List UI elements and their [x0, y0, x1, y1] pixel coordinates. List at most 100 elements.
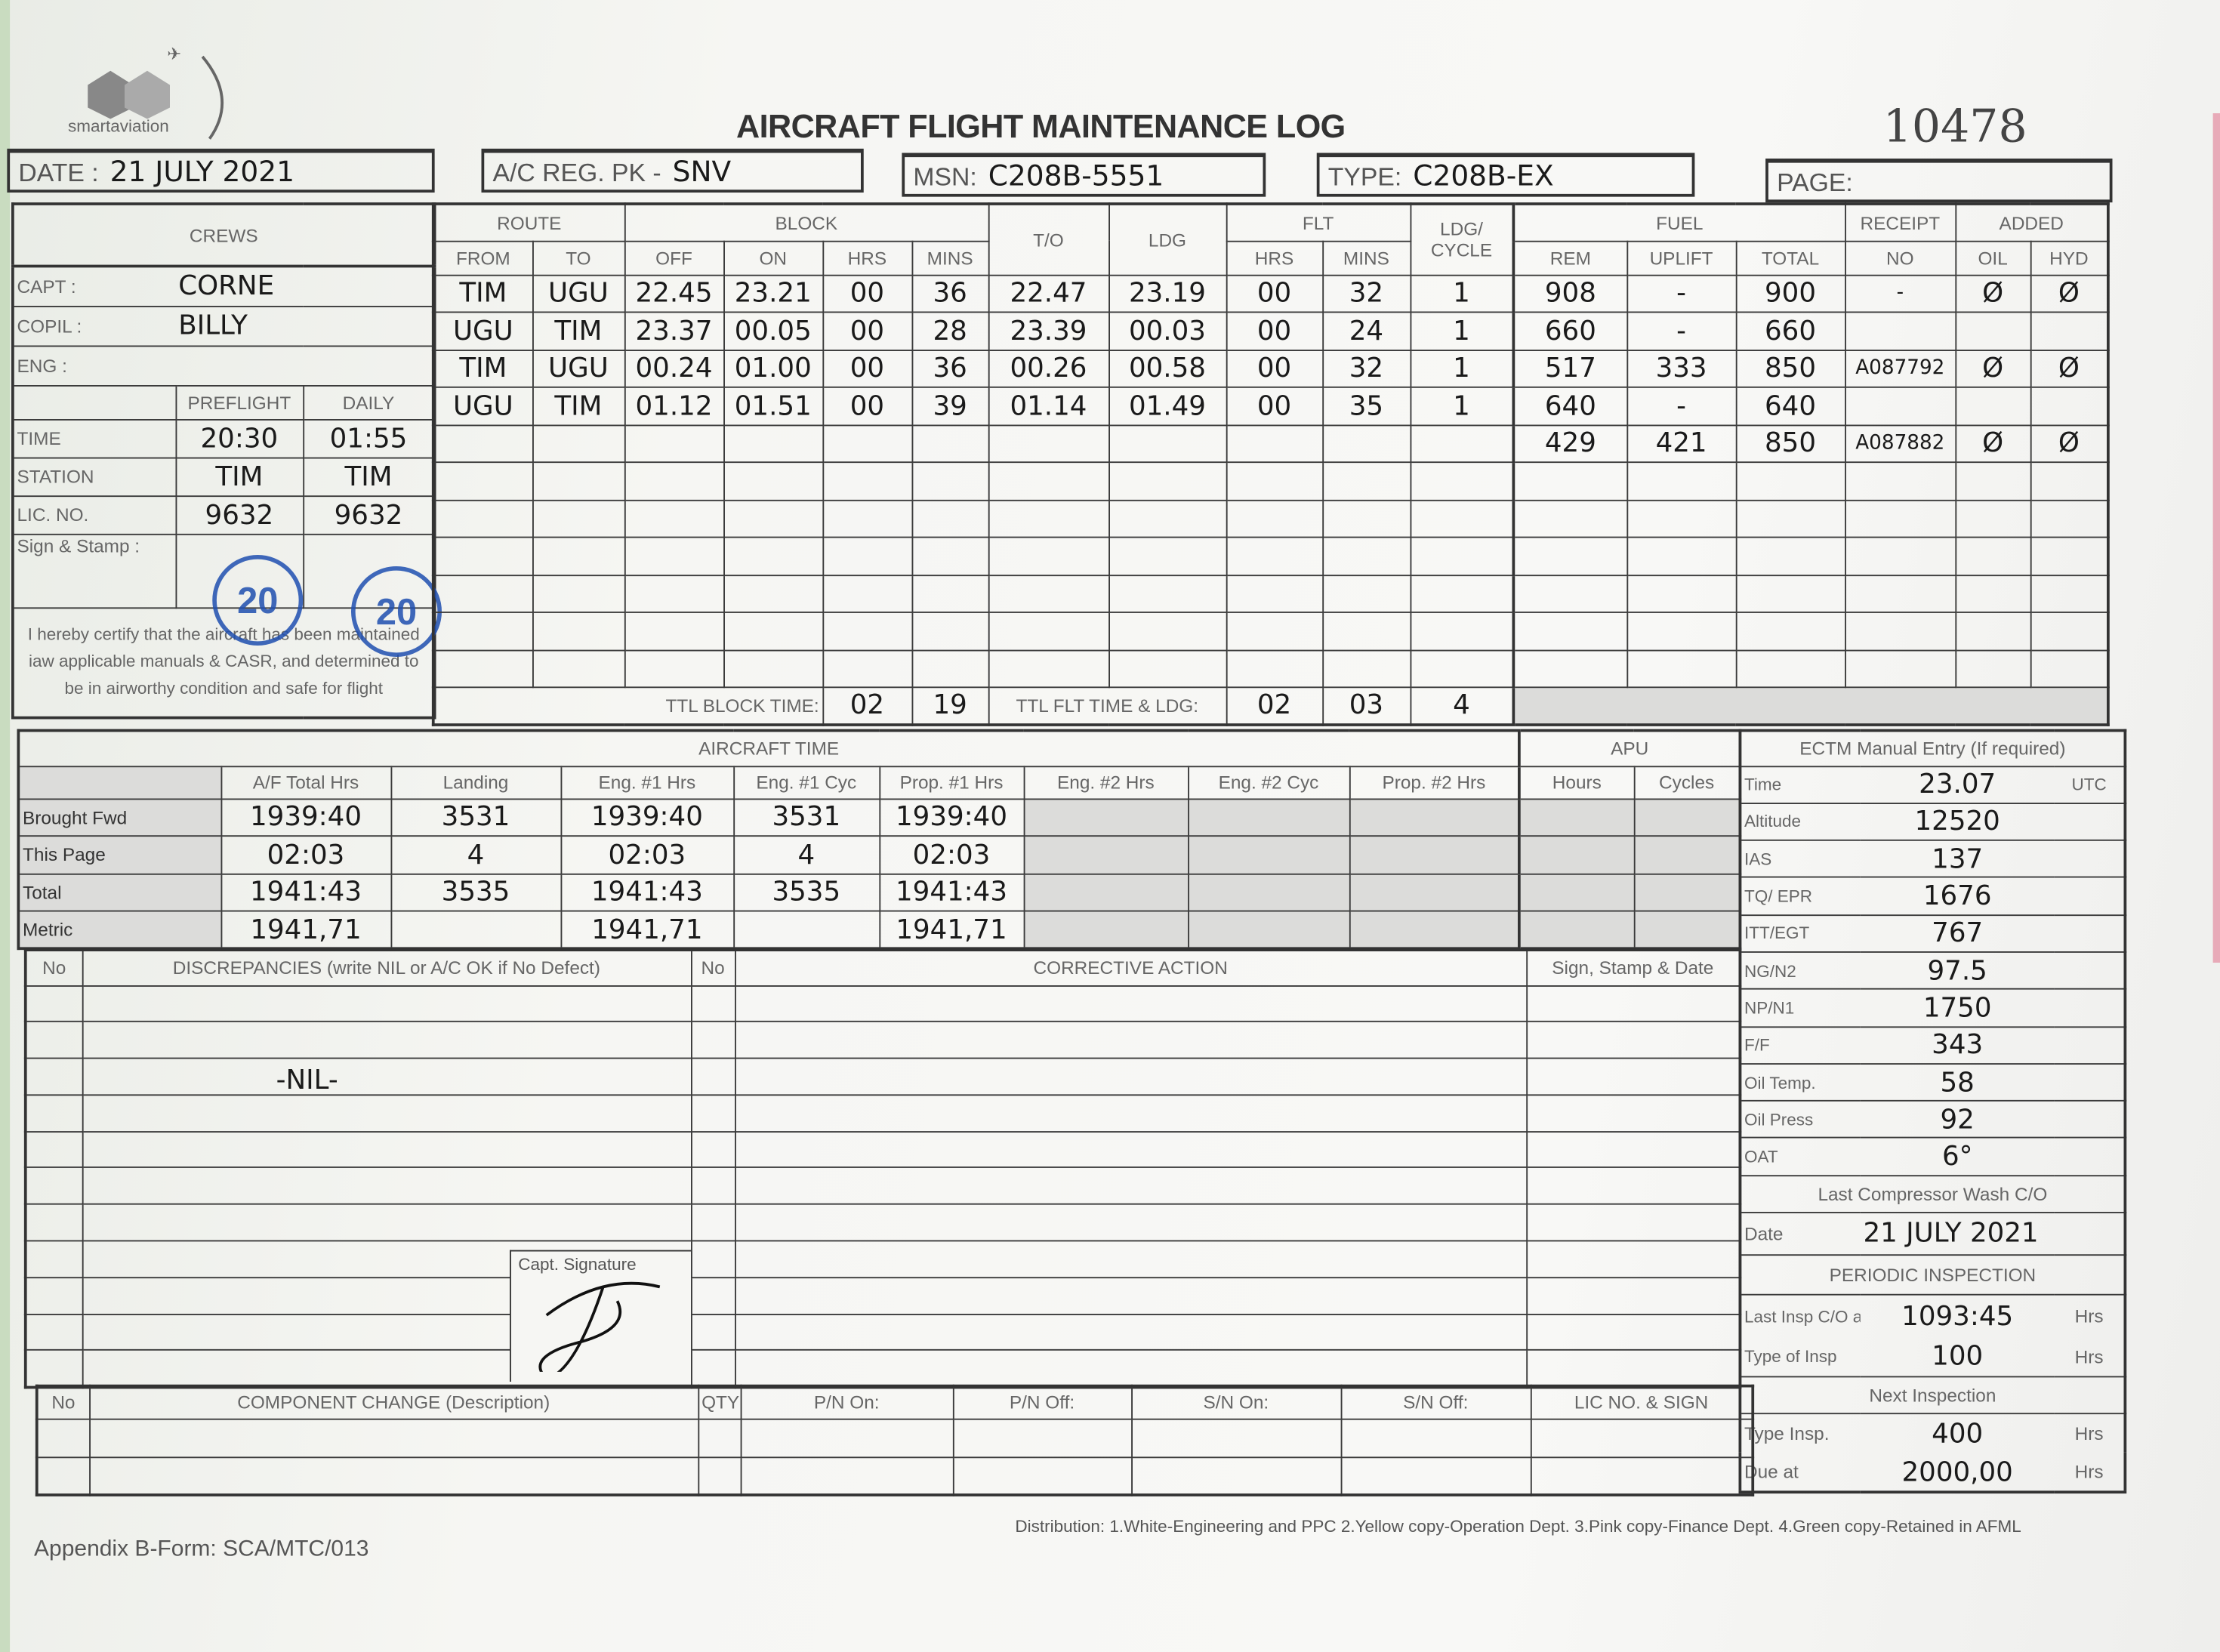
block-hrs-cell[interactable] — [822, 498, 913, 538]
fuel-rem-cell[interactable] — [1512, 498, 1628, 538]
ectm-value[interactable]: 1676 — [1860, 877, 2055, 916]
corrective-cell[interactable] — [734, 1057, 1528, 1096]
ldg-cycle-cell[interactable]: 1 — [1409, 386, 1515, 426]
flt-hrs-cell[interactable] — [1225, 498, 1324, 538]
corr-no-cell[interactable] — [690, 1021, 736, 1059]
aircraft-time-value[interactable] — [1633, 797, 1741, 837]
corrective-cell[interactable] — [734, 1240, 1528, 1278]
to-cell[interactable] — [532, 649, 625, 689]
flt-mins-cell[interactable] — [1321, 498, 1411, 538]
block-off-cell[interactable] — [623, 649, 725, 689]
block-mins-cell[interactable] — [911, 424, 989, 464]
aircraft-time-value[interactable] — [1022, 797, 1189, 837]
type-field[interactable]: TYPE: C208B-EX — [1316, 153, 1695, 197]
block-hrs-cell[interactable]: 00 — [822, 349, 913, 388]
takeoff-cell[interactable] — [987, 574, 1110, 613]
hyd-added-cell[interactable] — [2029, 461, 2109, 501]
aircraft-time-value[interactable] — [1518, 797, 1635, 837]
flt-hrs-cell[interactable] — [1225, 574, 1324, 613]
aircraft-time-value[interactable]: 02:03 — [878, 835, 1025, 874]
flt-mins-cell[interactable]: 32 — [1321, 349, 1411, 388]
msn-field[interactable]: MSN: C208B-5551 — [902, 153, 1266, 197]
hyd-added-cell[interactable] — [2029, 386, 2109, 426]
ldg-cycle-cell[interactable] — [1409, 649, 1515, 689]
from-cell[interactable] — [432, 649, 533, 689]
type-insp-value[interactable]: 100 — [1932, 1340, 1984, 1372]
from-cell[interactable] — [432, 498, 533, 538]
corrective-cell[interactable] — [734, 1313, 1528, 1351]
hyd-added-cell[interactable] — [2029, 311, 2109, 351]
date-field[interactable]: DATE : 21 JULY 2021 — [7, 148, 435, 193]
component-cell[interactable] — [88, 1456, 699, 1496]
reg-field[interactable]: A/C REG. PK - SNV — [481, 148, 864, 193]
corrective-cell[interactable] — [734, 1277, 1528, 1315]
disc-no-cell[interactable] — [24, 1021, 83, 1059]
block-mins-cell[interactable] — [911, 536, 989, 576]
ttl-flt-hrs[interactable]: 02 — [1225, 686, 1324, 725]
page-field[interactable]: PAGE: — [1765, 159, 2113, 203]
receipt-no-cell[interactable] — [1844, 311, 1956, 351]
takeoff-cell[interactable] — [987, 424, 1110, 464]
aircraft-time-value[interactable] — [1348, 910, 1520, 950]
flt-mins-cell[interactable] — [1321, 424, 1411, 464]
to-cell[interactable] — [532, 536, 625, 576]
from-cell[interactable]: TIM — [432, 273, 533, 313]
aircraft-time-value[interactable] — [732, 910, 880, 950]
oil-added-cell[interactable] — [1954, 574, 2031, 613]
hyd-added-cell[interactable] — [2029, 574, 2109, 613]
aircraft-time-value[interactable] — [1187, 872, 1350, 912]
oil-added-cell[interactable] — [1954, 649, 2031, 689]
aircraft-time-value[interactable] — [1022, 835, 1189, 874]
flt-hrs-cell[interactable]: 00 — [1225, 311, 1324, 351]
landing-cell[interactable] — [1108, 536, 1227, 576]
landing-cell[interactable]: 00.58 — [1108, 349, 1227, 388]
to-cell[interactable] — [532, 461, 625, 501]
block-on-cell[interactable]: 01.51 — [723, 386, 824, 426]
block-hrs-cell[interactable]: 00 — [822, 386, 913, 426]
takeoff-cell[interactable] — [987, 536, 1110, 576]
disc-desc-cell[interactable] — [81, 985, 692, 1023]
aircraft-time-value[interactable]: 02:03 — [560, 835, 735, 874]
aircraft-time-value[interactable]: 4 — [390, 835, 562, 874]
to-cell[interactable] — [532, 498, 625, 538]
aircraft-time-value[interactable] — [1022, 910, 1189, 950]
last-insp-value[interactable]: 1093:45 — [1901, 1300, 2014, 1332]
receipt-no-cell[interactable] — [1844, 461, 1956, 501]
from-cell[interactable] — [432, 574, 533, 613]
hyd-added-cell[interactable]: Ø — [2029, 273, 2109, 313]
corr-no-cell[interactable] — [690, 985, 736, 1023]
fuel-rem-cell[interactable] — [1512, 612, 1628, 651]
aircraft-time-value[interactable] — [1022, 872, 1189, 912]
aircraft-time-value[interactable] — [1518, 910, 1635, 950]
preflight-value[interactable]: 20:30 — [174, 418, 304, 458]
aircraft-time-value[interactable]: 1941,71 — [220, 910, 392, 950]
oil-added-cell[interactable]: Ø — [1954, 273, 2031, 313]
preflight-value[interactable]: 9632 — [174, 495, 304, 535]
ectm-value[interactable]: 58 — [1860, 1062, 2055, 1102]
ldg-cycle-cell[interactable]: 1 — [1409, 349, 1515, 388]
aircraft-time-value[interactable]: 1941:43 — [560, 872, 735, 912]
corrective-cell[interactable] — [734, 1167, 1528, 1206]
fuel-uplift-cell[interactable]: - — [1626, 311, 1737, 351]
aircraft-time-value[interactable]: 1941,71 — [878, 910, 1025, 950]
aircraft-time-value[interactable] — [1633, 910, 1741, 950]
fuel-uplift-cell[interactable]: 333 — [1626, 349, 1737, 388]
takeoff-cell[interactable] — [987, 498, 1110, 538]
hyd-added-cell[interactable]: Ø — [2029, 424, 2109, 464]
disc-no-cell[interactable] — [24, 1313, 83, 1351]
fuel-rem-cell[interactable] — [1512, 461, 1628, 501]
block-on-cell[interactable] — [723, 498, 824, 538]
ldg-cycle-cell[interactable]: 1 — [1409, 311, 1515, 351]
block-on-cell[interactable] — [723, 536, 824, 576]
ldg-cycle-cell[interactable] — [1409, 424, 1515, 464]
landing-cell[interactable]: 01.49 — [1108, 386, 1227, 426]
sign-cell[interactable] — [1525, 1021, 1741, 1059]
ectm-value[interactable]: 6° — [1860, 1137, 2055, 1176]
aircraft-time-value[interactable] — [1348, 872, 1520, 912]
flt-hrs-cell[interactable] — [1225, 424, 1324, 464]
takeoff-cell[interactable]: 01.14 — [987, 386, 1110, 426]
disc-no-cell[interactable] — [24, 1349, 83, 1388]
fuel-total-cell[interactable] — [1734, 536, 1846, 576]
oil-added-cell[interactable] — [1954, 536, 2031, 576]
component-cell[interactable] — [697, 1417, 742, 1458]
